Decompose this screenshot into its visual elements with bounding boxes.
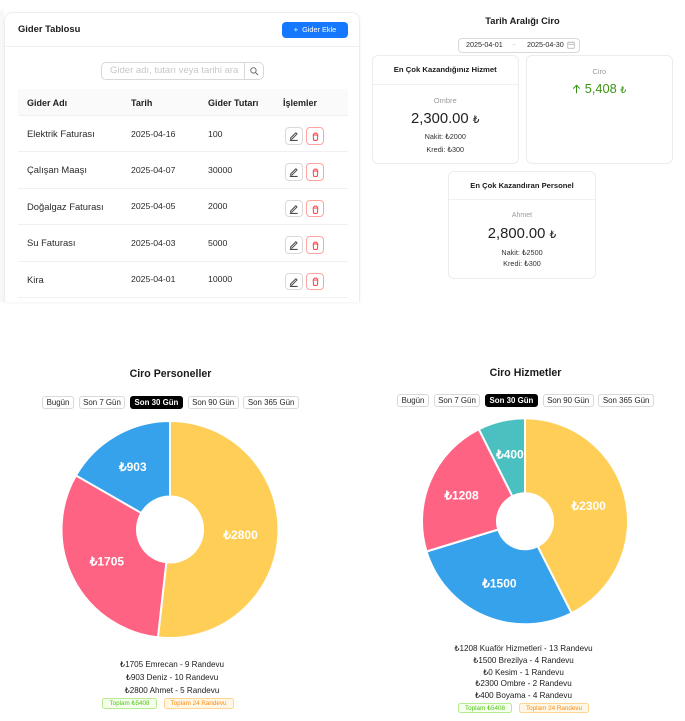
svg-text:₺1705: ₺1705	[89, 555, 125, 569]
svg-text:₺2800: ₺2800	[222, 528, 258, 542]
svg-text:₺2300: ₺2300	[571, 499, 607, 513]
svg-text:₺400: ₺400	[495, 448, 524, 462]
svg-text:₺1208: ₺1208	[443, 489, 479, 503]
svg-text:₺903: ₺903	[118, 460, 147, 474]
svg-text:₺1500: ₺1500	[481, 577, 517, 591]
